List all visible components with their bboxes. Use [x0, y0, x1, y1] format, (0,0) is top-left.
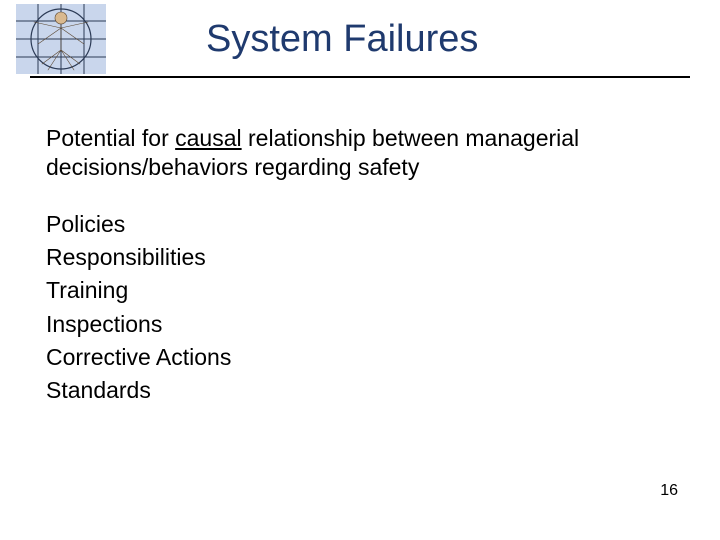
list-item: Standards	[46, 374, 674, 407]
list-item: Inspections	[46, 308, 674, 341]
page-number: 16	[660, 482, 678, 500]
intro-paragraph: Potential for causal relationship betwee…	[46, 124, 674, 182]
list-item: Corrective Actions	[46, 341, 674, 374]
list-item: Policies	[46, 208, 674, 241]
intro-text-pre: Potential for	[46, 125, 175, 151]
list-item: Responsibilities	[46, 241, 674, 274]
slide-content: Potential for causal relationship betwee…	[0, 78, 720, 408]
slide-header: System Failures	[30, 0, 690, 78]
bullet-list: Policies Responsibilities Training Inspe…	[46, 208, 674, 408]
vitruvian-man-icon	[16, 4, 106, 74]
slide-title: System Failures	[206, 18, 478, 61]
intro-text-underlined: causal	[175, 125, 241, 151]
list-item: Training	[46, 274, 674, 307]
